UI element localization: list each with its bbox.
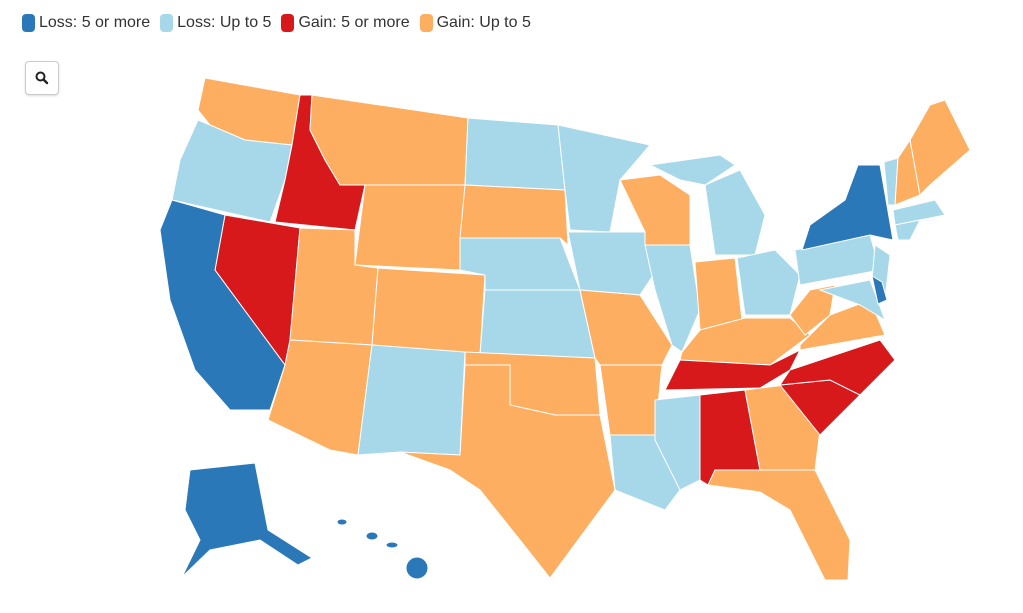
state [371, 267, 486, 356]
state [707, 469, 851, 581]
legend-label: Loss: Up to 5 [177, 14, 272, 31]
state [464, 117, 566, 191]
state [405, 556, 429, 580]
legend-swatch [281, 14, 295, 32]
state [818, 279, 886, 322]
state [309, 94, 469, 186]
state [567, 231, 661, 296]
state [736, 249, 801, 316]
state [704, 169, 766, 256]
search-button[interactable] [25, 61, 59, 95]
state [778, 339, 896, 396]
state [871, 274, 888, 305]
state [357, 344, 466, 456]
legend-swatch [22, 14, 35, 32]
legend-label: Loss: 5 or more [39, 14, 151, 31]
legend-item[interactable]: Gain: Up to 5 [419, 14, 531, 32]
legend-label: Gain: 5 or more [298, 14, 410, 31]
state [159, 199, 286, 411]
legend-swatch [160, 14, 174, 32]
search-icon [35, 71, 49, 85]
state [336, 518, 348, 526]
states [159, 77, 971, 581]
legend-swatch [419, 14, 433, 32]
legend: Loss: 5 or more Loss: Up to 5 Gain: 5 or m… [22, 14, 531, 32]
state [181, 462, 314, 578]
state [459, 184, 569, 247]
state [399, 364, 616, 579]
state [894, 219, 921, 241]
legend-label: Gain: Up to 5 [436, 14, 531, 31]
legend-item[interactable]: Gain: 5 or more [281, 14, 410, 32]
state [799, 299, 886, 351]
state [648, 154, 736, 186]
state [365, 531, 379, 541]
state [385, 541, 399, 549]
state [479, 289, 596, 359]
state [354, 184, 466, 271]
legend-item[interactable]: Loss: 5 or more [22, 14, 150, 32]
state [801, 164, 894, 251]
state [909, 99, 971, 197]
state [789, 284, 836, 336]
legend-item[interactable]: Loss: Up to 5 [160, 14, 271, 32]
state [654, 394, 701, 491]
state [892, 199, 946, 226]
state [694, 257, 743, 331]
state [599, 364, 663, 436]
